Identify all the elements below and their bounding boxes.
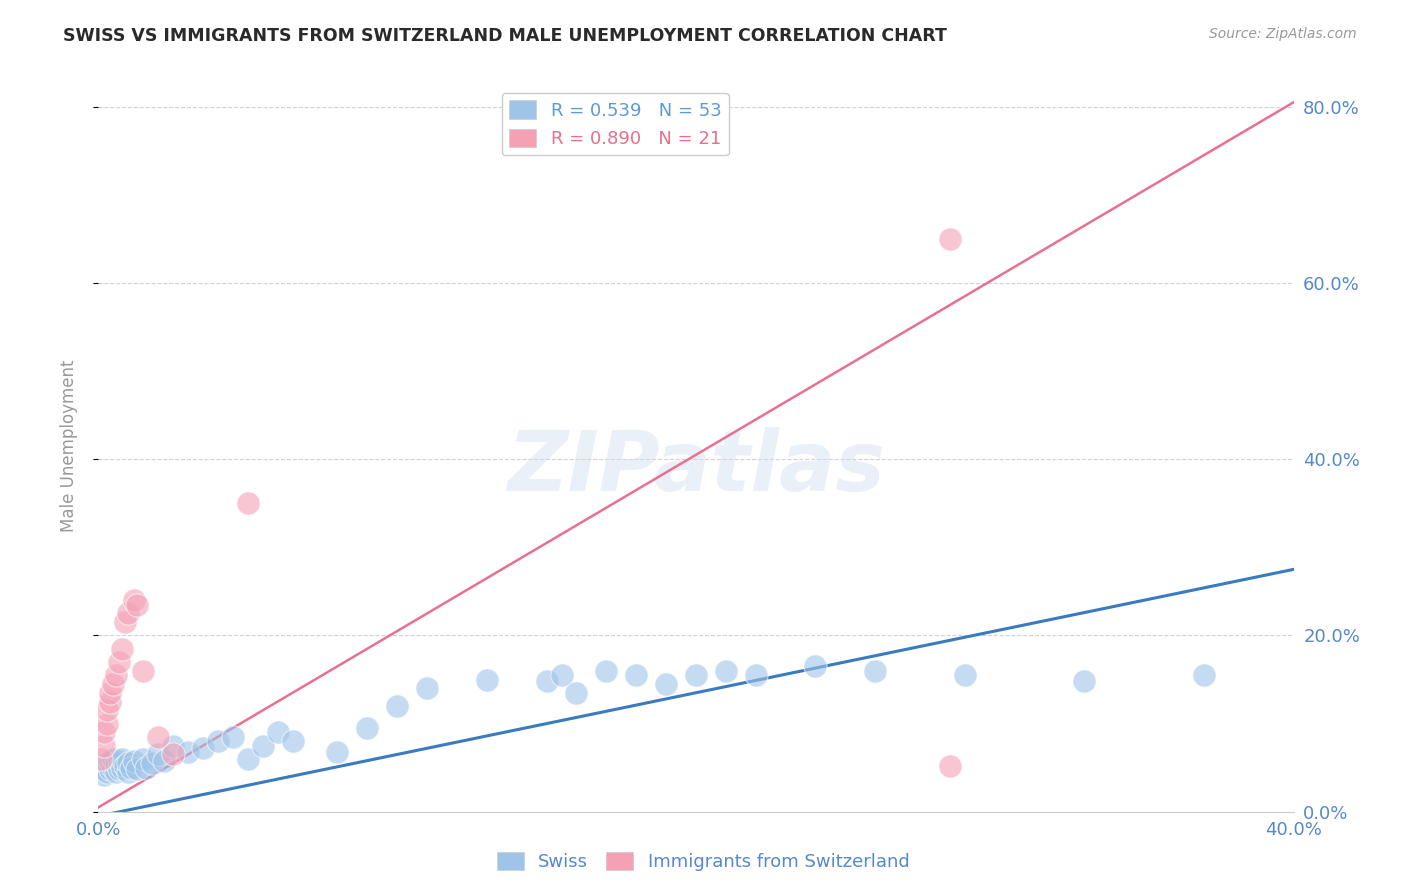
Point [90, 752, 112, 766]
Point [108, 655, 131, 669]
Text: SWISS VS IMMIGRANTS FROM SWITZERLAND MALE UNEMPLOYMENT CORRELATION CHART: SWISS VS IMMIGRANTS FROM SWITZERLAND MAL… [63, 27, 948, 45]
Point [745, 668, 768, 682]
Point [98, 695, 122, 709]
Point [385, 698, 409, 713]
Point [132, 664, 155, 678]
Point [120, 761, 142, 775]
Point [281, 734, 304, 748]
Point [1192, 668, 1215, 682]
Point [865, 664, 887, 678]
Point [98, 763, 122, 777]
Point [565, 686, 588, 700]
Point [114, 759, 136, 773]
Point [132, 752, 155, 766]
Point [96, 765, 118, 780]
Point [98, 686, 122, 700]
Point [117, 607, 139, 621]
Point [252, 739, 274, 753]
Point [93, 725, 115, 739]
Point [714, 664, 737, 678]
Point [655, 677, 678, 691]
Point [804, 659, 827, 673]
Text: Source: ZipAtlas.com: Source: ZipAtlas.com [1209, 27, 1357, 41]
Point [103, 677, 125, 691]
Point [222, 730, 245, 744]
Point [939, 232, 962, 246]
Point [105, 765, 128, 780]
Point [96, 756, 118, 771]
Point [953, 668, 976, 682]
Point [105, 668, 128, 682]
Point [536, 674, 558, 689]
Y-axis label: Male Unemployment: Male Unemployment [59, 359, 77, 533]
Point [111, 641, 134, 656]
Point [162, 739, 184, 753]
Point [90, 761, 112, 775]
Legend: R = 0.539   N = 53, R = 0.890   N = 21: R = 0.539 N = 53, R = 0.890 N = 21 [502, 93, 728, 155]
Point [108, 763, 131, 777]
Text: ZIPatlas: ZIPatlas [508, 427, 884, 508]
Point [111, 752, 134, 766]
Point [685, 668, 707, 682]
Point [153, 754, 176, 768]
Point [96, 703, 118, 717]
Point [236, 752, 259, 766]
Point [236, 496, 259, 510]
Point [96, 716, 118, 731]
Point [117, 756, 139, 771]
Point [207, 734, 229, 748]
Point [1073, 674, 1095, 689]
Point [105, 756, 128, 771]
Legend: Swiss, Immigrants from Switzerland: Swiss, Immigrants from Switzerland [489, 845, 917, 879]
Point [475, 673, 498, 687]
Point [127, 598, 149, 612]
Point [98, 754, 122, 768]
Point [550, 668, 572, 682]
Point [124, 754, 146, 768]
Point [191, 741, 214, 756]
Point [326, 745, 349, 759]
Point [148, 747, 170, 762]
Point [267, 725, 290, 739]
Point [114, 615, 136, 630]
Point [177, 745, 200, 759]
Point [103, 752, 125, 766]
Point [124, 593, 146, 607]
Point [93, 739, 115, 753]
Point [162, 747, 184, 762]
Point [595, 664, 617, 678]
Point [135, 761, 157, 775]
Point [356, 721, 378, 735]
Point [127, 763, 149, 777]
Point [103, 761, 125, 775]
Point [416, 681, 439, 696]
Point [111, 761, 134, 775]
Point [939, 759, 962, 773]
Point [626, 668, 648, 682]
Point [117, 765, 139, 780]
Point [93, 768, 115, 782]
Point [141, 756, 163, 771]
Point [108, 754, 131, 768]
Point [148, 730, 170, 744]
